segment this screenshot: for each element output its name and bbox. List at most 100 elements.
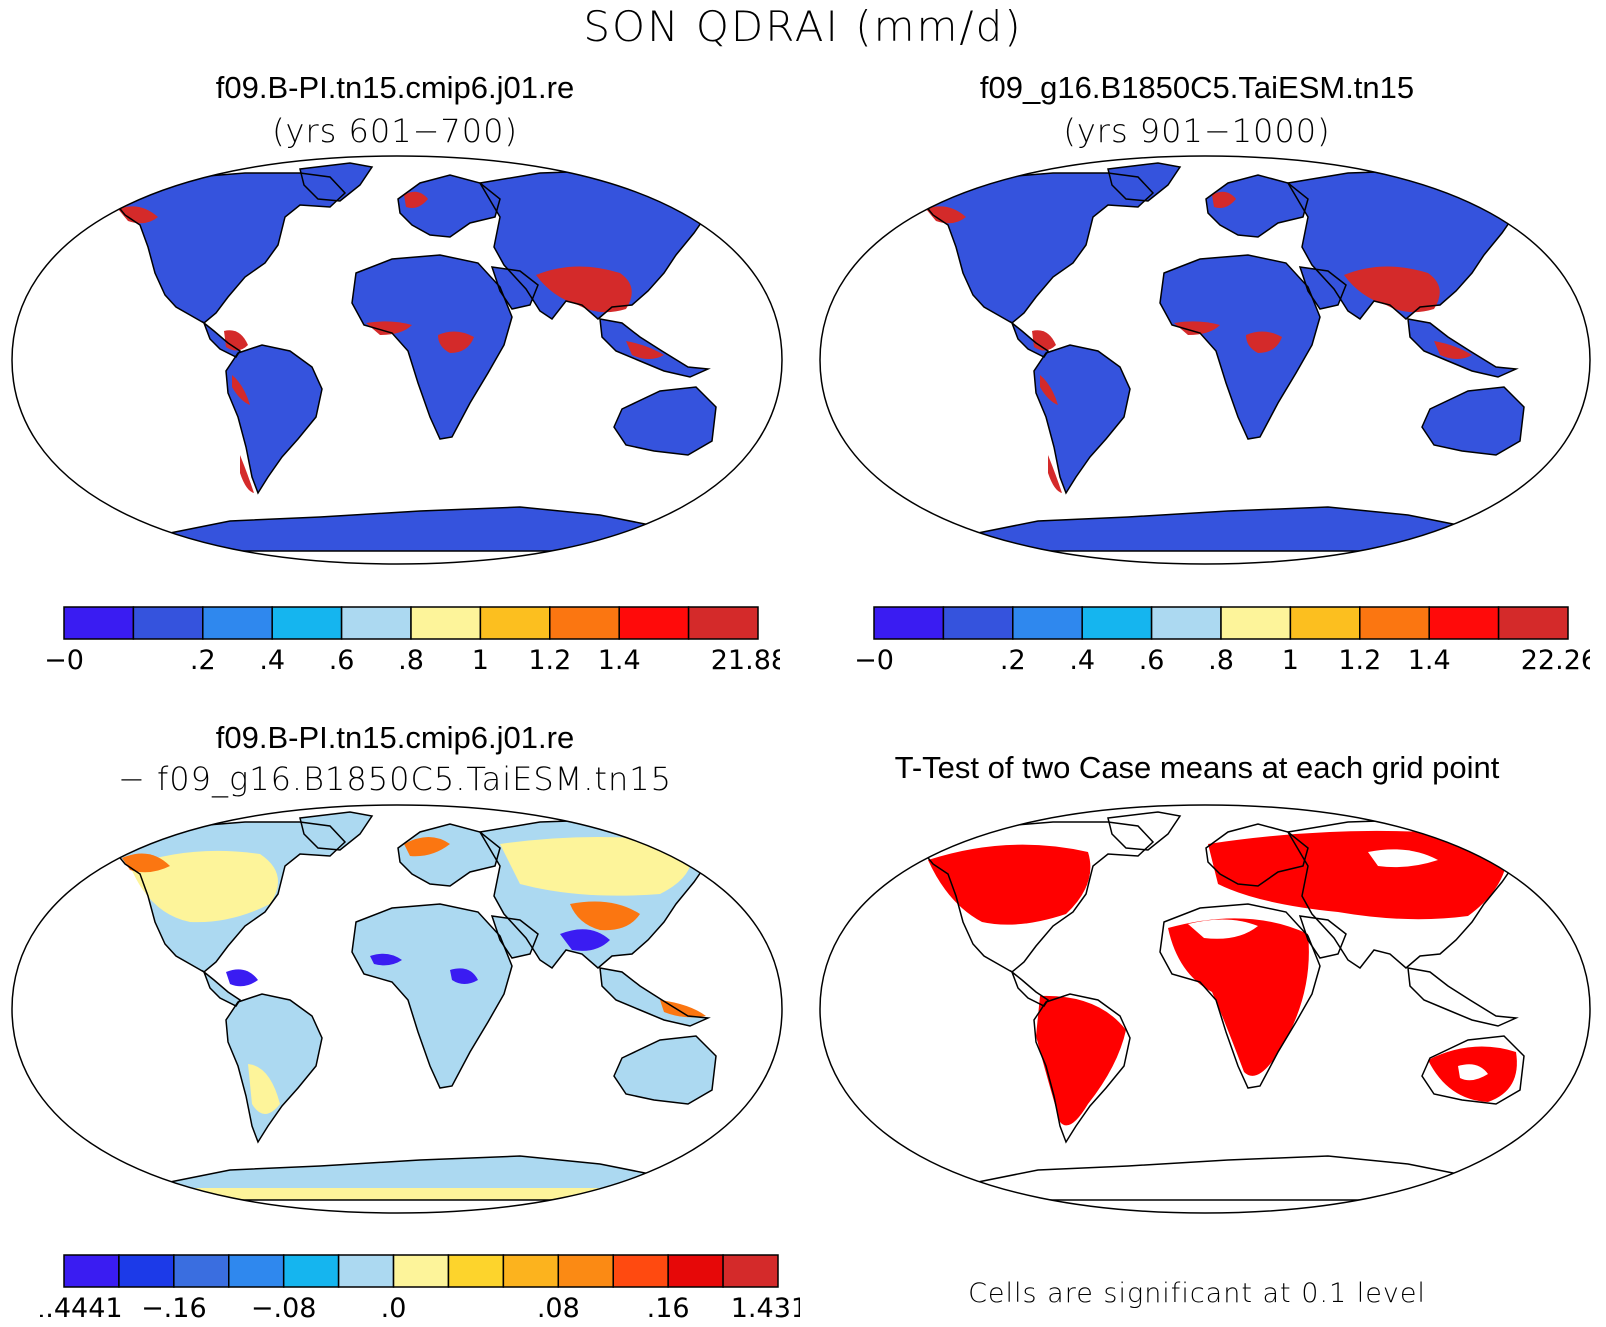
colorbar-tick-label: .4	[1069, 645, 1095, 676]
colorbar-box	[1012, 606, 1083, 640]
colorbar-box	[132, 606, 204, 640]
colorbar-box	[1497, 606, 1569, 640]
map-panel-1	[11, 155, 783, 565]
main-title: SON QDRAI (mm/d)	[583, 2, 1023, 51]
sahara-not-significant	[1188, 919, 1258, 939]
colorbar-box	[873, 606, 945, 640]
antarctica-outline	[149, 506, 691, 552]
arabia-outline	[1298, 915, 1347, 959]
colorbar-tick-label: −0	[854, 645, 894, 676]
west-africa-high-runoff	[1174, 321, 1220, 335]
australia-not-significant	[1458, 1064, 1488, 1081]
north-america-land	[112, 173, 345, 323]
europe-outline	[1205, 174, 1309, 238]
china-positive-diff	[570, 901, 640, 931]
west-africa-high-runoff	[366, 321, 412, 335]
africa-land	[352, 904, 512, 1088]
colorbar-box	[447, 1254, 505, 1288]
alaska-coast-high-runoff	[118, 206, 158, 224]
west-africa-negative-diff	[370, 953, 402, 966]
colorbar-box	[502, 1254, 560, 1288]
andes-high-runoff	[1040, 375, 1058, 405]
europe-outline	[1205, 823, 1309, 887]
land-layer	[110, 811, 717, 1201]
arabia-outline	[490, 915, 539, 959]
colorbar-box	[392, 1254, 450, 1288]
colorbar-box	[557, 1254, 614, 1288]
colorbar-tick-label: −.16	[141, 1293, 207, 1324]
south-america-outline	[225, 993, 323, 1144]
alaska-coast-high-runoff	[926, 206, 966, 224]
australia-outline	[1421, 386, 1525, 456]
antarctica-positive-diff	[150, 1188, 690, 1200]
colorbar-box	[479, 606, 551, 640]
panel-3-title: f09.B-PI.tn15.cmip6.j01.re	[215, 720, 575, 755]
australia-outline	[1421, 1035, 1525, 1105]
australia-land	[614, 387, 716, 455]
australia-outline	[613, 1035, 717, 1105]
southeast-asia-land	[1408, 319, 1516, 377]
australia-outline	[613, 386, 717, 456]
map-boundary	[819, 155, 1591, 565]
panel-1-title: f09.B-PI.tn15.cmip6.j01.re	[215, 70, 575, 105]
colorbar-box	[340, 606, 412, 640]
antarctica-land	[958, 507, 1498, 551]
map-boundary	[11, 804, 783, 1214]
colorbar-box	[63, 606, 135, 640]
central-america-land	[204, 972, 240, 1006]
panel-4-title: T-Test of two Case means at each grid po…	[894, 750, 1500, 785]
amazon-high-runoff	[1032, 330, 1056, 351]
antarctica-land	[150, 507, 690, 551]
amazon-negative-diff	[226, 969, 258, 987]
panel-1-subtitle: (yrs 601−700)	[272, 112, 518, 150]
arabia-outline	[490, 266, 539, 310]
china-high-runoff	[536, 266, 632, 313]
southeast-asia-outline	[599, 318, 711, 378]
colorbar-panel-2: −0 .2 .4 .6 .8 1 1.2 1.4 22.263	[854, 606, 1590, 676]
colorbar-tick-label: 22.263	[1521, 645, 1590, 676]
colorbar-tick-label: −0	[44, 645, 84, 676]
norway-high-runoff	[404, 191, 428, 208]
alaska-positive-diff	[122, 853, 170, 873]
greenland-land	[300, 812, 372, 850]
south-america-significant	[1036, 995, 1126, 1126]
panel-2-subtitle: (yrs 901−1000)	[1063, 112, 1331, 150]
map-panel-4	[819, 804, 1591, 1214]
colorbar-box	[1081, 606, 1153, 640]
africa-outline	[1159, 903, 1321, 1089]
africa-outline	[1159, 254, 1321, 440]
colorbar-box	[612, 1254, 669, 1288]
greenland-outline	[299, 162, 374, 202]
colorbar-box	[410, 606, 482, 640]
colorbar-tick-label: 1	[1282, 645, 1299, 676]
greenland-outline	[299, 811, 374, 851]
south-america-positive-diff	[248, 1064, 280, 1114]
central-africa-high-runoff	[438, 331, 474, 353]
colorbar-box	[1220, 606, 1292, 640]
colorbar-box	[282, 1254, 340, 1288]
africa-outline	[351, 903, 513, 1089]
colorbar-box	[618, 606, 690, 640]
indonesia-positive-diff	[660, 1000, 706, 1018]
southeast-asia-land	[600, 319, 708, 377]
south-america-outline	[1033, 344, 1131, 495]
north-america-outline	[110, 821, 347, 973]
colorbar-box	[549, 606, 620, 640]
asia-land	[480, 171, 712, 319]
colorbar-tick-label: 1.4	[1408, 645, 1451, 676]
arabia-outline	[1298, 266, 1347, 310]
south-america-land	[226, 345, 322, 493]
colorbar-tick-label: .6	[1139, 645, 1165, 676]
greenland-outline	[1107, 811, 1182, 851]
chile-high-runoff	[240, 455, 254, 493]
greenland-outline	[1107, 162, 1182, 202]
south-america-land	[226, 994, 322, 1142]
land-layer	[918, 811, 1525, 1201]
colorbar-tick-label: −.08	[251, 1293, 317, 1324]
panel-3-subtitle: − f09_g16.B1850C5.TaiESM.tn15	[118, 760, 672, 798]
antarctica-outline	[149, 1155, 691, 1201]
colorbar-box	[1428, 606, 1500, 640]
north-america-significant	[928, 844, 1091, 925]
norway-high-runoff	[1212, 191, 1236, 208]
southeast-asia-outline	[1407, 967, 1519, 1027]
